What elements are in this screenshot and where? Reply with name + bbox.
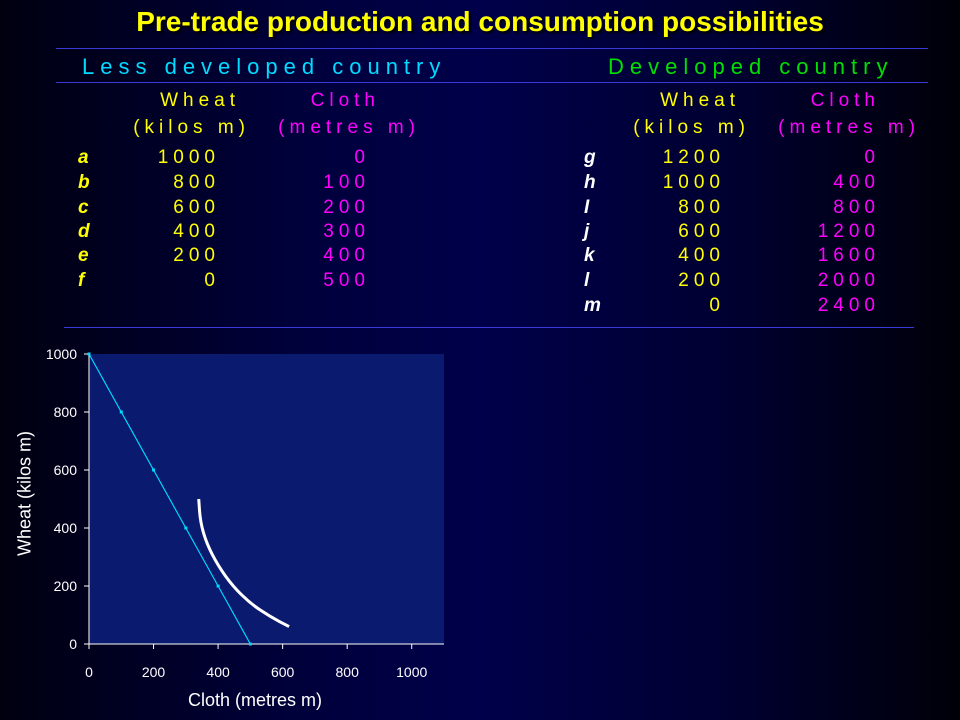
cloth-value: 300: [323, 221, 370, 242]
wheat-value: 800: [678, 197, 725, 218]
row-label: I: [584, 197, 595, 218]
dc-cloth-header: Cloth: [810, 90, 880, 111]
slide-title: Pre-trade production and consumption pos…: [136, 6, 824, 37]
row-label: k: [584, 245, 600, 266]
ldc-wheat-unit: (kilos m): [133, 117, 250, 138]
cloth-value: 0: [354, 147, 370, 168]
row-label: l: [584, 270, 595, 291]
wheat-value: 400: [173, 221, 220, 242]
wheat-value: 200: [173, 245, 220, 266]
x-tick-label: 800: [336, 664, 360, 680]
indifference-curve: [197, 498, 290, 628]
ldc-cloth-header: Cloth: [310, 90, 380, 111]
row-label: f: [78, 270, 90, 291]
row-label: j: [584, 221, 595, 242]
y-tick-label: 600: [54, 462, 78, 478]
row-label: d: [78, 221, 95, 242]
cloth-value: 2400: [817, 295, 880, 316]
wheat-value: 1000: [157, 147, 220, 168]
x-tick-label: 400: [206, 664, 230, 680]
row-label: g: [584, 147, 601, 168]
data-point: [87, 352, 91, 356]
data-point: [184, 526, 188, 530]
cloth-value: 200: [323, 197, 370, 218]
cloth-value: 1200: [817, 221, 880, 242]
cloth-value: 100: [323, 172, 370, 193]
wheat-value: 0: [709, 295, 725, 316]
x-tick-label: 0: [85, 664, 93, 680]
x-tick-label: 200: [142, 664, 166, 680]
cloth-value: 400: [833, 172, 880, 193]
y-tick-label: 0: [69, 636, 77, 652]
dc-wheat-header: Wheat: [660, 90, 740, 111]
row-label: a: [78, 147, 94, 168]
cloth-value: 400: [323, 245, 370, 266]
wheat-value: 1200: [662, 147, 725, 168]
wheat-value: 400: [678, 245, 725, 266]
row-label: b: [78, 172, 95, 193]
data-point: [248, 642, 252, 646]
x-tick-label: 600: [271, 664, 295, 680]
cloth-value: 1600: [817, 245, 880, 266]
data-point: [152, 468, 156, 472]
data-point: [216, 584, 220, 588]
x-tick-label: 1000: [396, 664, 427, 680]
wheat-value: 800: [173, 172, 220, 193]
wheat-value: 600: [678, 221, 725, 242]
ppf-line: [88, 353, 251, 645]
ldc-cloth-unit: (metres m): [278, 117, 420, 138]
wheat-value: 200: [678, 270, 725, 291]
cloth-value: 0: [864, 147, 880, 168]
top-rule: [56, 48, 928, 49]
y-tick-label: 1000: [46, 346, 77, 362]
wheat-value: 600: [173, 197, 220, 218]
cloth-value: 500: [323, 270, 370, 291]
data-point: [119, 410, 123, 414]
ldc-wheat-header: Wheat: [160, 90, 240, 111]
row-label: c: [78, 197, 94, 218]
row-label: m: [584, 295, 606, 316]
y-axis-label: Wheat (kilos m): [14, 431, 35, 557]
plot-area: [89, 354, 444, 644]
y-tick-label: 400: [54, 520, 78, 536]
wheat-value: 0: [204, 270, 220, 291]
cloth-value: 2000: [817, 270, 880, 291]
cloth-value: 800: [833, 197, 880, 218]
dc-cloth-unit: (metres m): [778, 117, 920, 138]
developed-title: Developed country: [608, 54, 894, 79]
dc-wheat-unit: (kilos m): [633, 117, 750, 138]
row-label: e: [78, 245, 94, 266]
row-label: h: [584, 172, 601, 193]
bottom-rule: [64, 327, 914, 328]
header-rule: [56, 82, 928, 83]
y-tick-label: 200: [54, 578, 78, 594]
less-developed-title: Less developed country: [82, 54, 447, 79]
x-axis-label: Cloth (metres m): [187, 690, 322, 710]
wheat-value: 1000: [662, 172, 725, 193]
y-tick-label: 800: [54, 404, 78, 420]
